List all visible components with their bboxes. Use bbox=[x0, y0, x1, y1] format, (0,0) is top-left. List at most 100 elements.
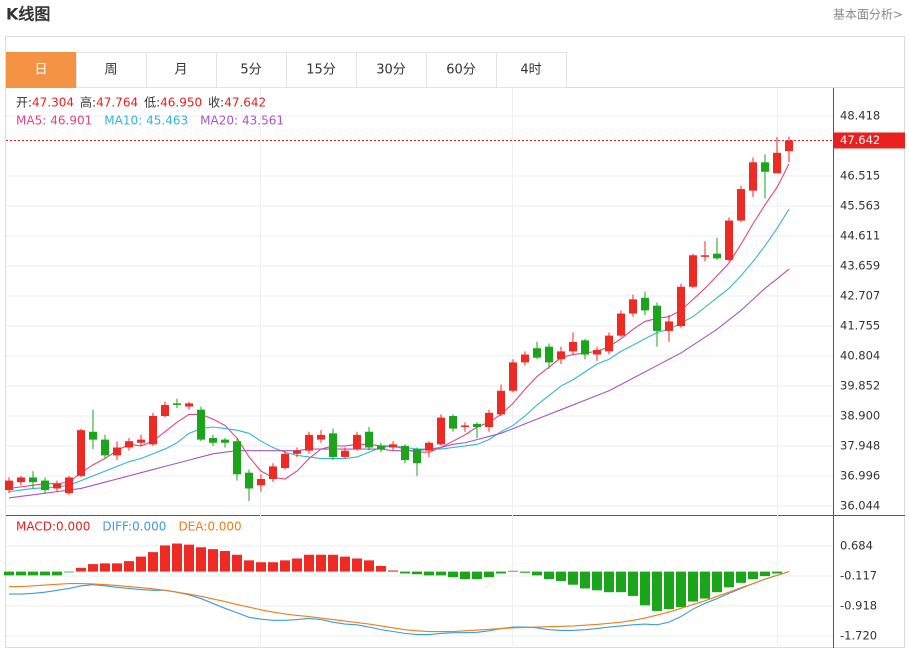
candle-body bbox=[77, 430, 85, 476]
macd-bar bbox=[292, 558, 302, 572]
candle-body bbox=[317, 434, 325, 440]
macd-bar bbox=[52, 571, 62, 576]
candle-body bbox=[5, 480, 13, 491]
candle-body bbox=[29, 477, 37, 483]
macd-bar bbox=[436, 571, 446, 576]
macd-bar bbox=[280, 560, 290, 572]
candle-body bbox=[161, 404, 169, 416]
tab[interactable] bbox=[6, 52, 77, 88]
candle-body bbox=[737, 189, 745, 221]
legend-text: 43.561 bbox=[242, 114, 284, 128]
legend-text: 高: bbox=[80, 95, 96, 110]
candle-body bbox=[641, 297, 649, 311]
tab-label[interactable]: 30分 bbox=[376, 63, 406, 78]
macd-bar bbox=[232, 554, 242, 572]
candle-body bbox=[425, 442, 433, 451]
candle-body bbox=[173, 403, 181, 405]
candle-body bbox=[413, 449, 421, 464]
tab-label[interactable]: 5分 bbox=[240, 63, 261, 78]
candle-body bbox=[545, 346, 553, 363]
tab[interactable] bbox=[426, 52, 497, 88]
legend-text: 47.764 bbox=[96, 96, 138, 110]
legend-text: 0.000 bbox=[56, 520, 90, 534]
y-tick-label: 44.611 bbox=[840, 228, 880, 242]
macd-bar bbox=[688, 571, 698, 602]
candle-body bbox=[569, 341, 577, 352]
ma-line bbox=[8, 208, 790, 493]
y-tick-label: 41.755 bbox=[840, 319, 880, 333]
chart-frame bbox=[5, 36, 905, 648]
y-tick-label: 37.948 bbox=[840, 438, 880, 452]
macd-bar bbox=[172, 543, 182, 572]
candle-body bbox=[581, 340, 589, 355]
tab-label[interactable]: 月 bbox=[174, 63, 187, 78]
y-tick-label: 0.684 bbox=[840, 538, 873, 552]
macd-bar bbox=[724, 571, 734, 588]
y-tick-label: 45.563 bbox=[840, 198, 880, 212]
fundamental-link[interactable]: 基本面分析> bbox=[833, 8, 903, 22]
y-tick-label: -1.720 bbox=[840, 629, 877, 643]
legend-text: MA10: bbox=[104, 114, 142, 128]
candle-body bbox=[461, 425, 469, 428]
y-tick-label: 48.418 bbox=[840, 109, 880, 123]
macd-bar bbox=[520, 571, 530, 573]
macd-bar bbox=[328, 554, 338, 572]
tab[interactable] bbox=[356, 52, 427, 88]
legend-text: 开: bbox=[16, 96, 32, 110]
y-tick-label: 40.804 bbox=[840, 348, 880, 362]
macd-bar bbox=[640, 571, 650, 606]
macd-bar bbox=[484, 571, 494, 578]
candle-body bbox=[149, 415, 157, 445]
tab[interactable] bbox=[216, 52, 287, 88]
tab-label[interactable]: 4时 bbox=[520, 63, 541, 78]
candle-body bbox=[353, 434, 361, 450]
macd-bar bbox=[340, 556, 350, 572]
tab[interactable] bbox=[286, 52, 357, 88]
macd-bar bbox=[136, 556, 146, 572]
candle-body bbox=[377, 445, 385, 450]
macd-bar bbox=[736, 571, 746, 583]
tab-label[interactable]: 15分 bbox=[306, 63, 336, 78]
candle-body bbox=[101, 439, 109, 456]
macd-bar bbox=[628, 571, 638, 596]
candle-body bbox=[341, 450, 349, 457]
macd-bar bbox=[268, 562, 278, 572]
page-title: K线图 bbox=[6, 5, 50, 24]
candle-body bbox=[269, 466, 277, 480]
tab-label[interactable]: 60分 bbox=[446, 63, 476, 78]
macd-bar bbox=[388, 570, 398, 572]
legend-text: DIFF: bbox=[102, 520, 132, 534]
tab-label[interactable]: 日 bbox=[34, 63, 47, 78]
legend-text: MACD: bbox=[16, 520, 56, 534]
legend-text: DEA: bbox=[178, 520, 207, 534]
y-tick-label: -0.918 bbox=[840, 598, 877, 612]
macd-bar bbox=[304, 554, 314, 572]
candle-body bbox=[221, 439, 229, 443]
candle-body bbox=[785, 140, 793, 152]
macd-bar bbox=[28, 571, 38, 576]
macd-bar bbox=[208, 549, 218, 572]
macd-bar bbox=[760, 571, 770, 577]
legend-text: 收: bbox=[208, 96, 224, 110]
y-tick-label: 42.707 bbox=[840, 289, 880, 303]
macd-bar bbox=[100, 563, 110, 572]
candle-body bbox=[653, 305, 661, 331]
macd-bar bbox=[400, 571, 410, 574]
candle-body bbox=[725, 220, 733, 260]
ma-line bbox=[8, 268, 790, 499]
candle-body bbox=[593, 349, 601, 355]
y-tick-label: 39.852 bbox=[840, 378, 880, 392]
macd-bar bbox=[148, 552, 158, 572]
tab[interactable] bbox=[496, 52, 567, 88]
candle-body bbox=[281, 453, 289, 468]
macd-bar bbox=[88, 564, 98, 572]
candle-body bbox=[437, 417, 445, 445]
macd-bar bbox=[196, 547, 206, 572]
candle-body bbox=[497, 390, 505, 415]
candle-body bbox=[677, 286, 685, 327]
candle-body bbox=[185, 403, 193, 407]
macd-bar bbox=[664, 571, 674, 610]
legend-text: 0.000 bbox=[132, 520, 166, 534]
tab-label[interactable]: 周 bbox=[104, 63, 117, 78]
